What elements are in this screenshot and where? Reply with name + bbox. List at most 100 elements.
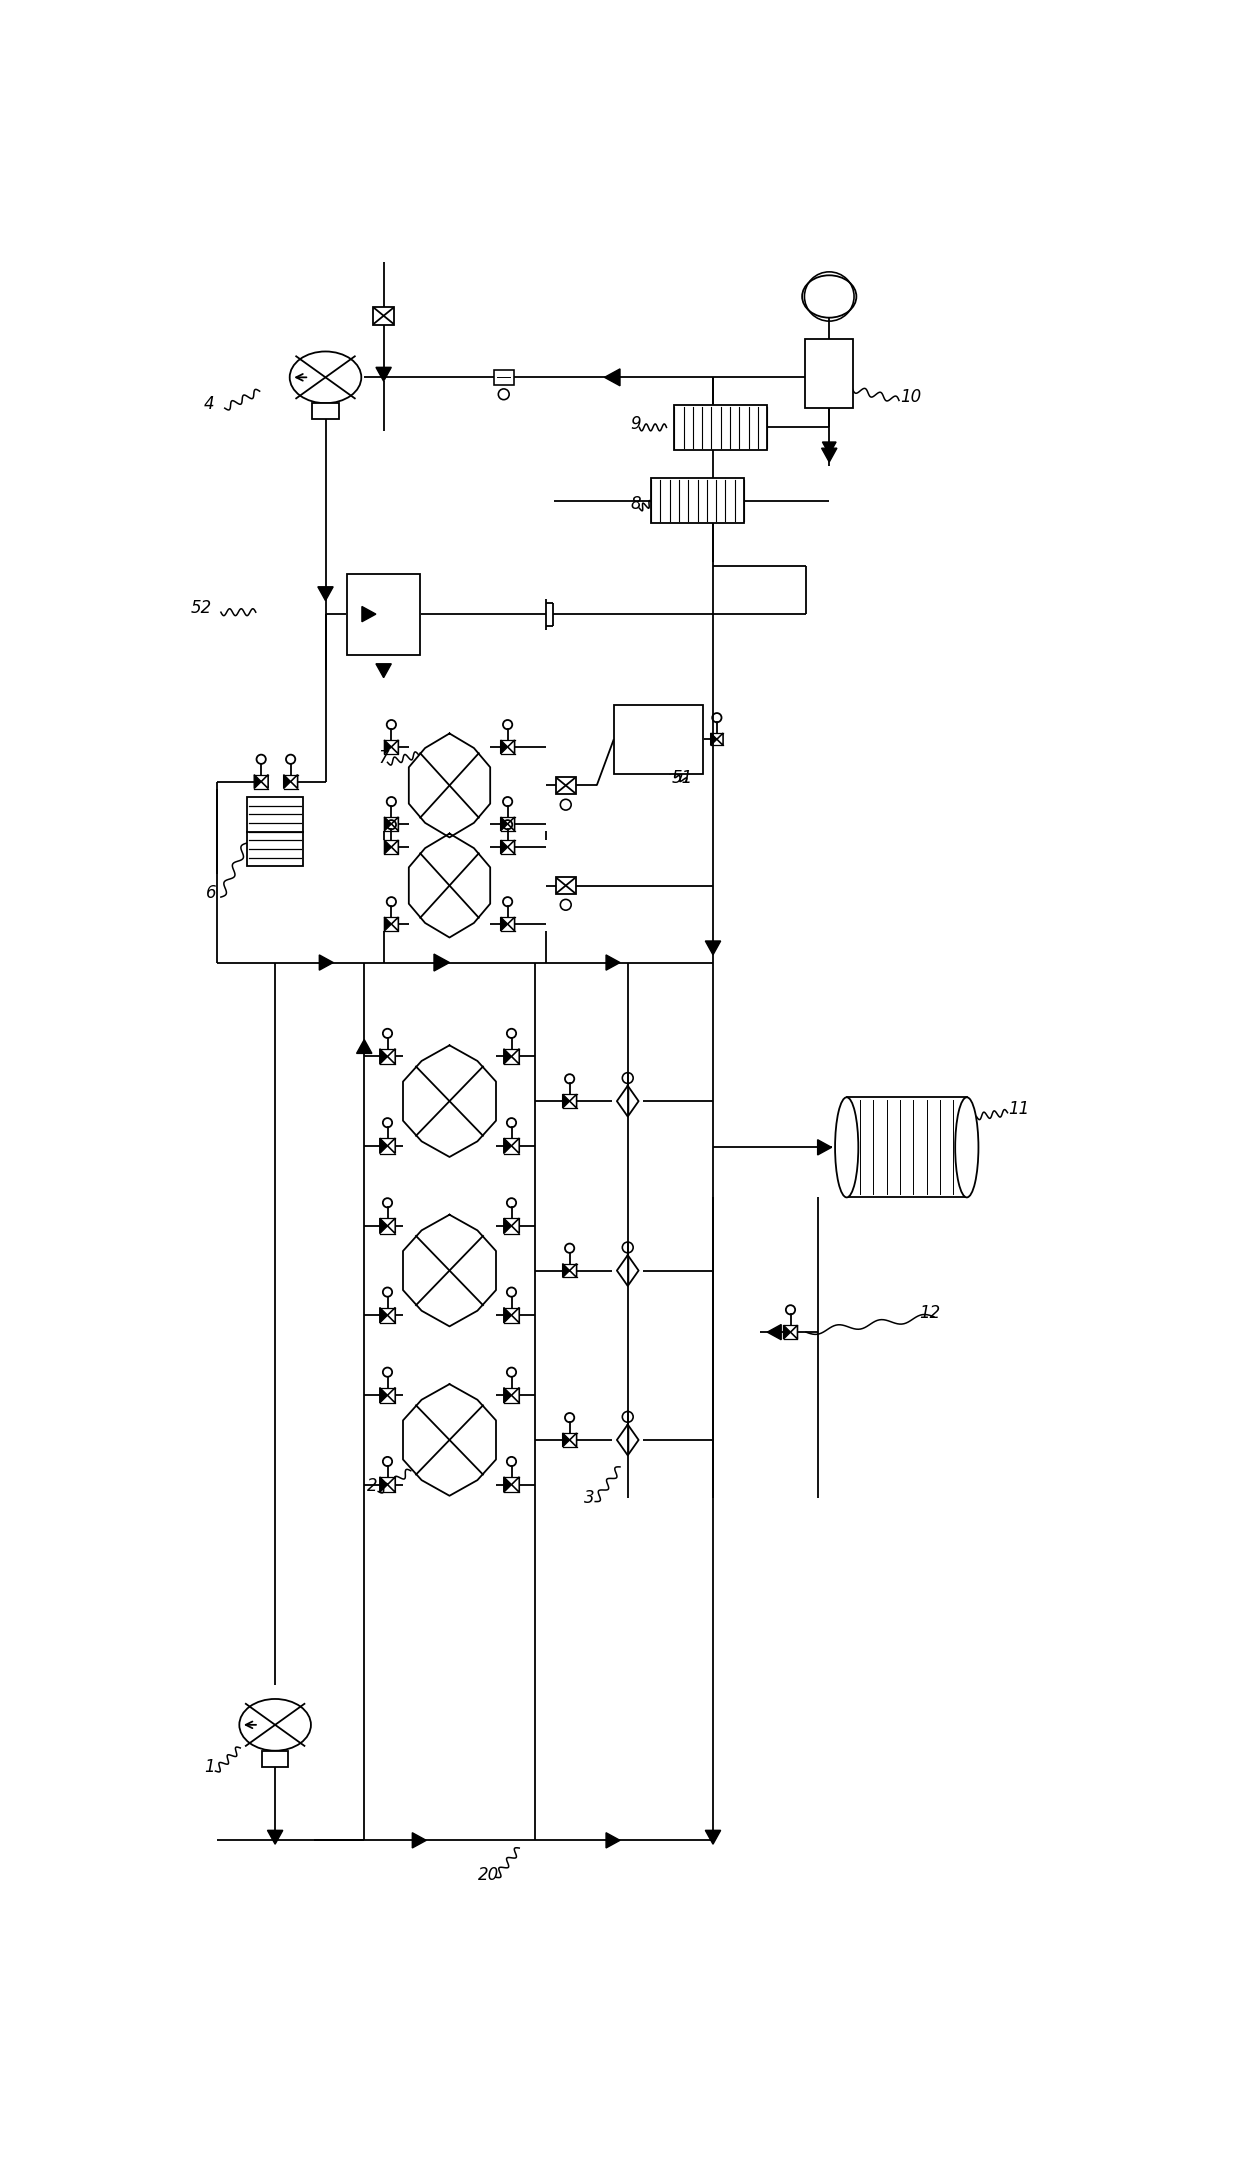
Polygon shape — [503, 1218, 511, 1233]
Polygon shape — [501, 916, 507, 932]
Polygon shape — [511, 1307, 520, 1322]
Text: 2: 2 — [367, 1477, 377, 1495]
Polygon shape — [605, 369, 620, 386]
Polygon shape — [379, 1388, 387, 1403]
Polygon shape — [412, 1833, 427, 1848]
Polygon shape — [392, 816, 398, 831]
Polygon shape — [507, 816, 515, 831]
Polygon shape — [507, 840, 515, 853]
Text: 11: 11 — [1008, 1100, 1029, 1117]
Bar — [675, 406, 768, 449]
Polygon shape — [379, 1050, 387, 1065]
Polygon shape — [392, 916, 398, 932]
Polygon shape — [392, 740, 398, 753]
Text: 6: 6 — [206, 884, 216, 901]
Polygon shape — [569, 1263, 577, 1276]
Polygon shape — [563, 1434, 569, 1447]
Polygon shape — [362, 607, 376, 622]
Text: 7: 7 — [378, 748, 389, 768]
Polygon shape — [606, 956, 620, 971]
Polygon shape — [379, 1218, 387, 1233]
Bar — [614, 705, 703, 775]
Polygon shape — [392, 840, 398, 853]
Bar — [651, 478, 744, 524]
Polygon shape — [387, 1139, 396, 1154]
Polygon shape — [503, 1307, 511, 1322]
Text: 20: 20 — [477, 1866, 498, 1883]
Polygon shape — [501, 740, 507, 753]
Polygon shape — [822, 443, 836, 454]
Polygon shape — [284, 775, 290, 788]
Polygon shape — [511, 1139, 520, 1154]
Bar — [494, 371, 515, 384]
Polygon shape — [387, 1388, 396, 1403]
Polygon shape — [317, 587, 334, 600]
Bar — [556, 777, 575, 794]
Polygon shape — [262, 775, 268, 788]
Text: 51: 51 — [671, 768, 693, 788]
Polygon shape — [320, 956, 334, 971]
Text: 8: 8 — [630, 495, 641, 513]
Polygon shape — [706, 1831, 720, 1844]
Polygon shape — [503, 1477, 511, 1492]
Text: 1: 1 — [203, 1759, 215, 1776]
Polygon shape — [569, 1093, 577, 1108]
Ellipse shape — [955, 1098, 978, 1198]
Polygon shape — [817, 1139, 832, 1154]
Bar — [347, 574, 420, 655]
Polygon shape — [357, 1039, 372, 1054]
Bar — [556, 877, 575, 895]
Polygon shape — [376, 663, 392, 679]
Polygon shape — [254, 775, 262, 788]
Polygon shape — [569, 1434, 577, 1447]
Polygon shape — [434, 954, 449, 971]
Polygon shape — [387, 1307, 396, 1322]
Polygon shape — [503, 1050, 511, 1065]
Bar — [847, 1098, 967, 1198]
Polygon shape — [384, 816, 392, 831]
Polygon shape — [507, 916, 515, 932]
Polygon shape — [511, 1050, 520, 1065]
Polygon shape — [791, 1324, 797, 1340]
Text: 10: 10 — [900, 388, 921, 406]
Polygon shape — [290, 775, 298, 788]
Text: 3: 3 — [584, 1488, 594, 1508]
Polygon shape — [387, 1477, 396, 1492]
Text: 12: 12 — [919, 1305, 941, 1322]
Polygon shape — [379, 1477, 387, 1492]
Polygon shape — [563, 1093, 569, 1108]
Polygon shape — [379, 1139, 387, 1154]
Polygon shape — [717, 733, 723, 746]
Polygon shape — [376, 367, 392, 382]
Polygon shape — [511, 1388, 520, 1403]
Bar — [262, 1750, 288, 1767]
Polygon shape — [503, 1388, 511, 1403]
Polygon shape — [822, 447, 837, 463]
Text: 4: 4 — [203, 395, 215, 412]
Polygon shape — [503, 1139, 511, 1154]
Bar — [805, 338, 853, 408]
Polygon shape — [511, 1477, 520, 1492]
Polygon shape — [507, 740, 515, 753]
Text: 52: 52 — [191, 600, 212, 618]
Polygon shape — [379, 1307, 387, 1322]
Polygon shape — [387, 1050, 396, 1065]
Bar — [312, 404, 339, 419]
Polygon shape — [384, 916, 392, 932]
Polygon shape — [384, 740, 392, 753]
Polygon shape — [268, 1831, 283, 1844]
Polygon shape — [711, 733, 717, 746]
Polygon shape — [768, 1324, 781, 1340]
Bar — [247, 796, 303, 866]
Polygon shape — [387, 1218, 396, 1233]
Polygon shape — [706, 940, 720, 956]
Polygon shape — [501, 840, 507, 853]
Polygon shape — [784, 1324, 791, 1340]
Ellipse shape — [835, 1098, 858, 1198]
Bar — [373, 308, 394, 325]
Polygon shape — [563, 1263, 569, 1276]
Polygon shape — [511, 1218, 520, 1233]
Text: 9: 9 — [630, 415, 641, 432]
Polygon shape — [384, 840, 392, 853]
Polygon shape — [606, 1833, 620, 1848]
